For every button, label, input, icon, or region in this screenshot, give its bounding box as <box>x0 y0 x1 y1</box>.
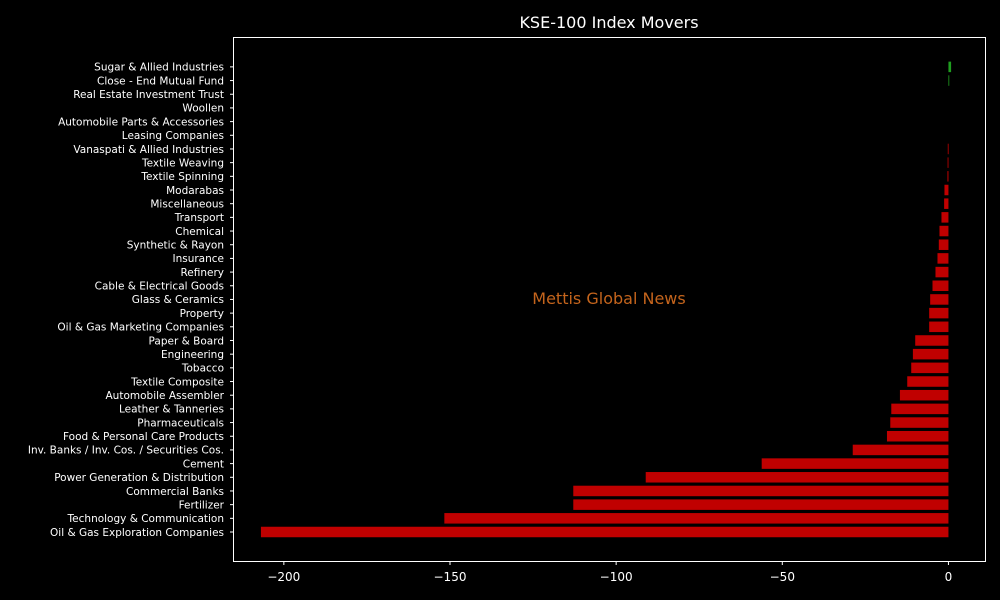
bar-close-end-mutual-fund <box>948 75 950 86</box>
y-tick-label-tobacco: Tobacco <box>181 363 224 375</box>
bar-paper-board <box>915 335 949 346</box>
bar-cement <box>761 458 949 469</box>
watermark-text: Mettis Global News <box>532 289 685 308</box>
y-tick-label-cement: Cement <box>183 458 224 470</box>
x-axis-group: −200 −150 −100 −50 0 <box>267 561 952 584</box>
bar-modarabas <box>944 184 949 196</box>
y-tick-label-power-generation-distribution: Power Generation & Distribution <box>54 472 224 484</box>
bar-insurance <box>937 253 949 264</box>
bar-automobile-assembler <box>899 389 949 401</box>
y-tick-label-food-personal-care-products: Food & Personal Care Products <box>63 431 224 443</box>
bar-glass-ceramics <box>930 294 949 305</box>
bar-textile-composite <box>907 376 949 387</box>
bar-fertilizer <box>573 499 949 510</box>
y-tick-label-synthetic-rayon: Synthetic & Rayon <box>127 240 224 252</box>
bar-engineering <box>912 348 949 360</box>
x-tick-label: −150 <box>434 570 467 584</box>
bar-property <box>929 307 949 319</box>
bar-technology-communication <box>444 513 949 524</box>
bar-miscellaneous <box>944 198 949 209</box>
bar-vanaspati-allied-industries <box>947 143 949 155</box>
bar-sugar-allied-industries <box>948 61 952 73</box>
y-tick-label-refinery: Refinery <box>180 267 224 279</box>
y-tick-label-textile-composite: Textile Composite <box>130 376 224 388</box>
y-tick-label-technology-communication: Technology & Communication <box>67 513 224 525</box>
x-tick-label: −200 <box>267 570 300 584</box>
y-tick-label-cable-electrical-goods: Cable & Electrical Goods <box>95 281 224 293</box>
y-tick-label-close-end-mutual-fund: Close - End Mutual Fund <box>97 75 224 87</box>
y-tick-label-woollen: Woollen <box>182 103 224 115</box>
bar-transport <box>941 212 949 223</box>
chart-title: KSE-100 Index Movers <box>519 13 698 32</box>
x-tick-label: 0 <box>945 570 953 584</box>
y-tick-label-textile-weaving: Textile Weaving <box>141 157 224 169</box>
y-tick-label-miscellaneous: Miscellaneous <box>150 198 224 210</box>
bar-power-generation-distribution <box>645 472 949 483</box>
bars-group <box>260 61 952 538</box>
y-tick-label-automobile-assembler: Automobile Assembler <box>106 390 225 402</box>
y-tick-label-inv-banks-inv-cos-securities-cos: Inv. Banks / Inv. Cos. / Securities Cos. <box>28 445 224 457</box>
y-tick-label-oil-gas-marketing-companies: Oil & Gas Marketing Companies <box>57 322 224 334</box>
bar-chemical <box>939 225 949 237</box>
y-tick-label-leasing-companies: Leasing Companies <box>122 130 224 142</box>
y-tick-label-real-estate-investment-trust: Real Estate Investment Trust <box>73 89 224 101</box>
y-tick-label-transport: Transport <box>174 212 224 224</box>
y-tick-label-paper-board: Paper & Board <box>149 335 224 347</box>
y-tick-label-pharmaceuticals: Pharmaceuticals <box>137 417 224 429</box>
y-tick-label-chemical: Chemical <box>175 226 224 238</box>
bar-textile-spinning <box>947 171 949 182</box>
y-tick-label-textile-spinning: Textile Spinning <box>140 171 224 183</box>
y-tick-label-vanaspati-allied-industries: Vanaspati & Allied Industries <box>73 144 224 156</box>
y-tick-label-glass-ceramics: Glass & Ceramics <box>132 294 224 306</box>
y-tick-label-property: Property <box>180 308 224 320</box>
y-tick-label-modarabas: Modarabas <box>166 185 224 197</box>
y-tick-label-leather-tanneries: Leather & Tanneries <box>119 404 224 416</box>
y-tick-label-oil-gas-exploration-companies: Oil & Gas Exploration Companies <box>50 527 224 539</box>
bar-oil-gas-exploration-companies <box>260 526 949 538</box>
bar-synthetic-rayon <box>938 239 949 250</box>
y-tick-labels-group: Oil & Gas Exploration Companies Technolog… <box>28 62 234 539</box>
y-tick-label-automobile-parts-accessories: Automobile Parts & Accessories <box>58 116 224 128</box>
bar-textile-weaving <box>947 157 949 168</box>
y-tick-label-fertilizer: Fertilizer <box>179 499 225 511</box>
x-tick-label: −100 <box>600 570 633 584</box>
bar-refinery <box>935 266 949 278</box>
bar-commercial-banks <box>573 485 949 497</box>
bar-pharmaceuticals <box>890 417 949 428</box>
y-tick-label-insurance: Insurance <box>172 253 224 265</box>
y-tick-label-commercial-banks: Commercial Banks <box>126 486 224 498</box>
bar-cable-electrical-goods <box>932 280 949 292</box>
x-tick-label: −50 <box>770 570 795 584</box>
bar-leather-tanneries <box>891 403 949 415</box>
y-tick-label-engineering: Engineering <box>161 349 224 361</box>
bar-oil-gas-marketing-companies <box>929 321 949 333</box>
y-tick-label-sugar-allied-industries: Sugar & Allied Industries <box>94 62 224 74</box>
bar-inv-banks-inv-cos-securities-cos <box>852 444 949 456</box>
bar-tobacco <box>911 362 949 374</box>
bar-food-personal-care-products <box>886 430 949 442</box>
